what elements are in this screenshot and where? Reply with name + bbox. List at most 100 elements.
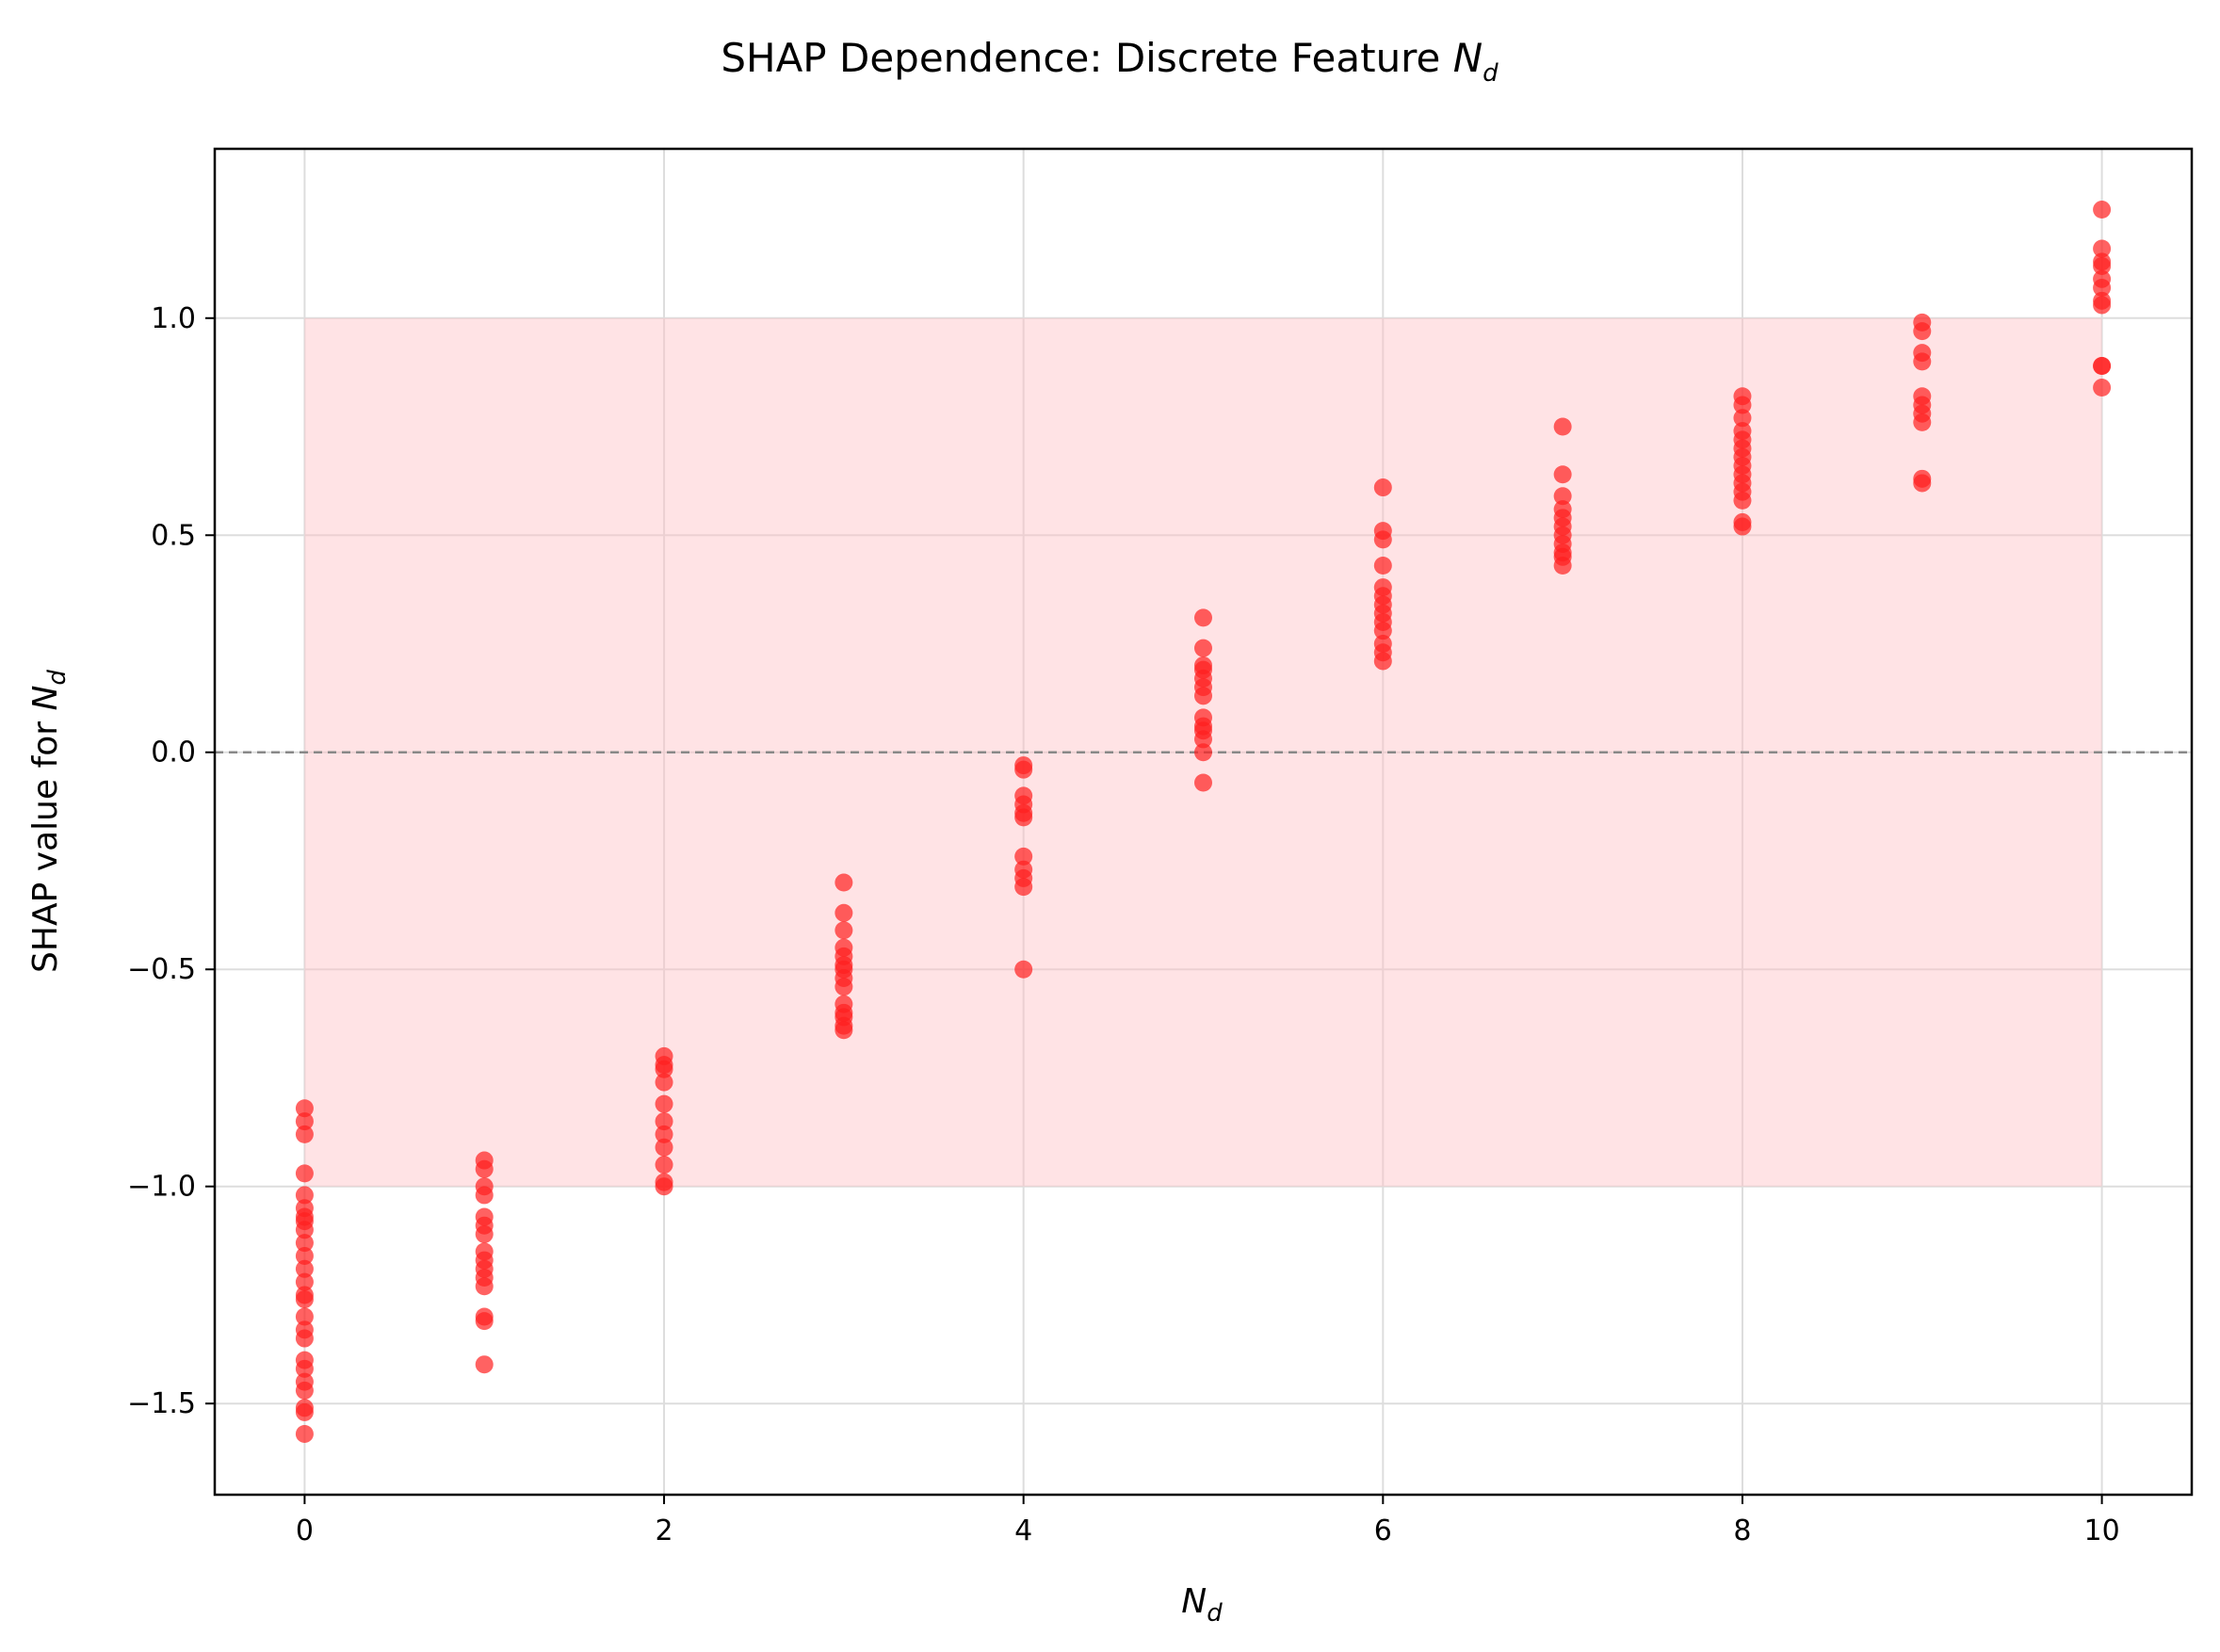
y-tick-label-2: 0.0 bbox=[151, 737, 196, 769]
data-point-23 bbox=[295, 1402, 314, 1421]
data-point-82 bbox=[1194, 687, 1212, 705]
y-tick-label-5: −1.5 bbox=[127, 1387, 196, 1420]
data-point-102 bbox=[1553, 417, 1572, 436]
data-point-38 bbox=[475, 1312, 494, 1331]
data-point-146 bbox=[2093, 356, 2112, 375]
data-point-101 bbox=[1373, 652, 1392, 671]
data-point-59 bbox=[835, 978, 853, 996]
data-point-147 bbox=[2093, 379, 2112, 397]
data-point-126 bbox=[1733, 517, 1752, 536]
data-point-44 bbox=[655, 1094, 673, 1113]
data-point-136 bbox=[1913, 474, 1932, 493]
x-tick-label-2: 4 bbox=[1014, 1514, 1032, 1547]
data-point-138 bbox=[2093, 239, 2112, 258]
data-point-3 bbox=[295, 1164, 314, 1183]
y-tick-label-4: −1.0 bbox=[127, 1171, 196, 1204]
data-point-140 bbox=[2093, 256, 2112, 275]
x-axis-ticks: 0 2 4 6 8 10 bbox=[296, 1495, 2120, 1547]
data-point-98 bbox=[1373, 622, 1392, 640]
data-point-115 bbox=[1733, 409, 1752, 428]
data-point-114 bbox=[1733, 396, 1752, 414]
data-point-88 bbox=[1194, 773, 1212, 792]
data-point-77 bbox=[1194, 639, 1212, 657]
plot-frame bbox=[213, 147, 2194, 1497]
data-point-1 bbox=[295, 1112, 314, 1131]
y-axis-label-text: SHAP value for bbox=[26, 721, 65, 973]
data-point-89 bbox=[1373, 478, 1392, 497]
y-tick-label-1: 0.5 bbox=[151, 519, 196, 552]
x-tick-label-3: 6 bbox=[1374, 1514, 1392, 1547]
data-point-130 bbox=[1913, 352, 1932, 371]
chart-title-subscript: d bbox=[1483, 59, 1499, 88]
data-point-144 bbox=[2093, 296, 2112, 315]
data-point-24 bbox=[295, 1424, 314, 1443]
y-axis-ticks: 1.0 0.5 0.0 −0.5 −1.0 −1.5 bbox=[127, 302, 215, 1420]
x-axis-label-symbol: N bbox=[1181, 1582, 1207, 1621]
data-point-86 bbox=[1194, 730, 1212, 749]
data-point-50 bbox=[655, 1177, 673, 1196]
data-point-21 bbox=[295, 1381, 314, 1400]
data-point-2 bbox=[295, 1125, 314, 1143]
data-point-9 bbox=[295, 1234, 314, 1253]
data-point-87 bbox=[1194, 743, 1212, 762]
chart-title-text: SHAP Dependence: Discrete Feature bbox=[721, 35, 1440, 81]
data-point-103 bbox=[1553, 465, 1572, 484]
data-point-53 bbox=[835, 921, 853, 940]
data-point-75 bbox=[1014, 960, 1033, 979]
y-tick-label-3: −0.5 bbox=[127, 953, 196, 986]
data-point-10 bbox=[295, 1246, 314, 1265]
x-tick-label-1: 2 bbox=[655, 1514, 672, 1547]
data-point-51 bbox=[835, 873, 853, 892]
data-point-0 bbox=[295, 1099, 314, 1118]
chart-title-symbol: N bbox=[1453, 35, 1483, 81]
data-point-128 bbox=[1913, 322, 1932, 341]
data-point-19 bbox=[295, 1359, 314, 1378]
data-point-134 bbox=[1913, 413, 1932, 431]
data-point-8 bbox=[295, 1221, 314, 1239]
data-point-42 bbox=[655, 1060, 673, 1078]
data-point-12 bbox=[295, 1272, 314, 1291]
data-point-124 bbox=[1733, 491, 1752, 510]
data-point-142 bbox=[2093, 279, 2112, 298]
y-axis-label-subscript: d bbox=[43, 670, 72, 686]
data-point-71 bbox=[1014, 847, 1033, 866]
data-point-43 bbox=[655, 1073, 673, 1092]
chart-title: SHAP Dependence: Discrete Feature Nd bbox=[721, 35, 1499, 88]
data-point-48 bbox=[655, 1156, 673, 1174]
data-point-11 bbox=[295, 1259, 314, 1278]
data-point-112 bbox=[1553, 557, 1572, 575]
data-point-26 bbox=[475, 1159, 494, 1178]
data-point-92 bbox=[1373, 557, 1392, 575]
data-point-36 bbox=[475, 1277, 494, 1296]
data-point-64 bbox=[835, 1021, 853, 1040]
x-tick-label-4: 8 bbox=[1733, 1514, 1751, 1547]
data-point-76 bbox=[1194, 608, 1212, 627]
x-axis-label-subscript: d bbox=[1207, 1599, 1223, 1628]
data-point-104 bbox=[1553, 487, 1572, 506]
data-point-70 bbox=[1014, 808, 1033, 827]
data-point-137 bbox=[2093, 201, 2112, 219]
data-point-47 bbox=[655, 1138, 673, 1157]
data-point-66 bbox=[1014, 760, 1033, 779]
data-point-52 bbox=[835, 903, 853, 922]
x-tick-label-5: 10 bbox=[2083, 1514, 2119, 1547]
plot-area: 0 2 4 6 8 10 1.0 0.5 0.0 −0.5 −1.0 −1.5 bbox=[127, 147, 2194, 1547]
data-point-14 bbox=[295, 1290, 314, 1309]
data-point-74 bbox=[1014, 878, 1033, 897]
data-point-46 bbox=[655, 1125, 673, 1143]
data-point-39 bbox=[475, 1355, 494, 1374]
scatter-points bbox=[295, 201, 2112, 1443]
data-point-91 bbox=[1373, 530, 1392, 549]
y-tick-label-0: 1.0 bbox=[151, 302, 196, 335]
y-axis-label: SHAP value for Nd bbox=[26, 670, 72, 973]
data-point-31 bbox=[475, 1224, 494, 1243]
data-point-4 bbox=[295, 1186, 314, 1205]
data-point-15 bbox=[295, 1307, 314, 1326]
x-tick-label-0: 0 bbox=[296, 1514, 314, 1547]
y-axis-label-symbol: N bbox=[26, 686, 65, 711]
data-point-45 bbox=[655, 1112, 673, 1131]
x-axis-label: Nd bbox=[1181, 1582, 1223, 1628]
data-point-28 bbox=[475, 1186, 494, 1205]
